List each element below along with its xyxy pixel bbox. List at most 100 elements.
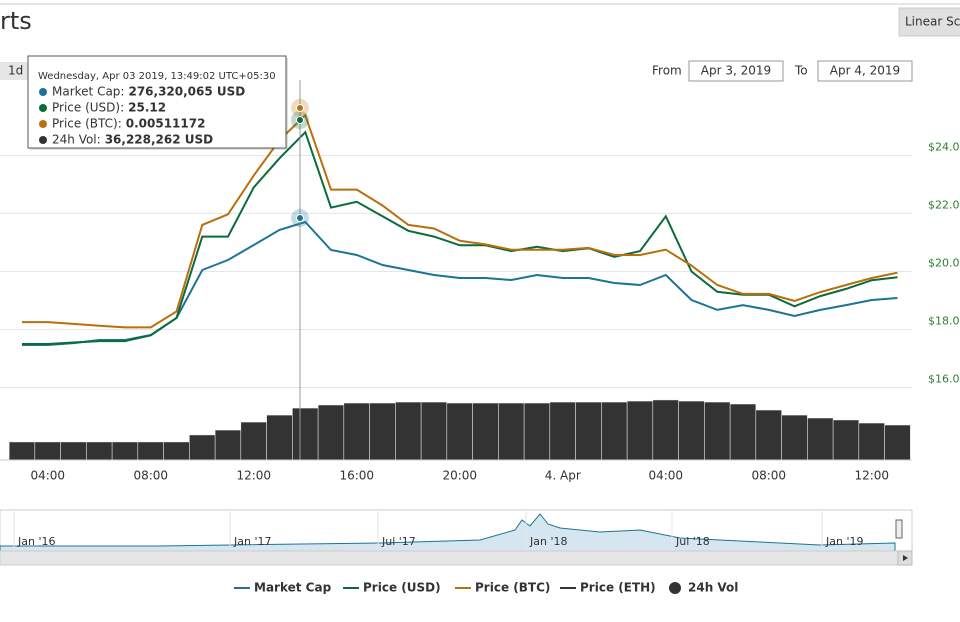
x-tick-label: 16:00 <box>339 469 374 483</box>
tooltip: Wednesday, Apr 03 2019, 13:49:02 UTC+05:… <box>27 55 288 150</box>
volume-bar <box>60 441 87 461</box>
x-tick-label: 12:00 <box>236 469 271 483</box>
volume-bar <box>317 404 345 461</box>
tooltip-label: Price (USD): <box>52 101 124 115</box>
volume-bar <box>420 401 448 461</box>
volume-bar <box>781 414 808 461</box>
from-label: From <box>652 64 682 78</box>
volume-bar <box>163 441 190 461</box>
legend-symbol <box>669 582 681 594</box>
from-input[interactable] <box>688 60 784 82</box>
tooltip-label: 24h Vol: <box>52 133 101 147</box>
volume-bar <box>858 422 885 461</box>
volume-bar <box>8 441 36 461</box>
volume-bar <box>575 401 602 461</box>
tooltip-dot <box>39 120 47 128</box>
volume-bar <box>292 407 319 461</box>
volume-bar <box>472 402 499 461</box>
x-tick-label: 04:00 <box>30 469 65 483</box>
volume-bar <box>601 401 628 461</box>
tooltip-value: 0.00511172 <box>126 117 206 131</box>
volume-bar <box>523 402 551 461</box>
hover-marker <box>296 214 304 222</box>
series-line <box>22 130 898 345</box>
legend: Market Cap Price (USD) Price (BTC) Price (E… <box>234 581 738 595</box>
y-tick-label: $20.0 <box>928 256 960 269</box>
volume-bar <box>549 401 576 461</box>
tooltip-value: 36,228,262 USD <box>105 133 213 147</box>
volume-bar <box>137 441 164 461</box>
hover-marker <box>296 116 304 124</box>
to-input[interactable] <box>817 60 913 82</box>
tooltip-dot <box>39 104 47 112</box>
legend-item[interactable]: Price (USD) <box>363 581 441 595</box>
volume-bar <box>369 402 396 461</box>
navigator-label: Jan '16 <box>17 535 55 548</box>
navigator-series <box>0 513 896 552</box>
volume-bar <box>34 441 61 461</box>
tooltip-label: Price (BTC): <box>52 117 122 131</box>
volume-bar <box>446 402 473 461</box>
plot: $16.0 $18.0 $20.0 $22.0 $24.0 04:00 08:00 12:00… <box>0 80 960 483</box>
volume-bar <box>678 400 705 461</box>
volume-bar <box>240 421 267 461</box>
x-tick-label: 08:00 <box>751 469 786 483</box>
x-tick-label: 12:00 <box>854 469 889 483</box>
range-button[interactable]: 1d <box>8 64 23 78</box>
volume-bar <box>86 441 113 461</box>
range-button-bg <box>0 62 28 80</box>
x-tick-label: 04:00 <box>648 469 683 483</box>
scrollbar[interactable] <box>0 550 913 566</box>
to-label: To <box>794 64 808 78</box>
tooltip-box <box>27 55 287 149</box>
x-tick-label: 4. Apr <box>545 469 581 483</box>
tooltip-dot <box>39 88 47 96</box>
volume-bar <box>807 417 834 461</box>
volume-bar <box>704 401 731 461</box>
legend-item[interactable]: 24h Vol <box>688 581 738 595</box>
scale-button-label[interactable]: Linear Sca <box>905 15 960 29</box>
from-value[interactable]: Apr 3, 2019 <box>701 64 771 78</box>
page-title: rts <box>0 7 32 35</box>
volume-bar <box>266 414 293 461</box>
volume-bar <box>343 402 370 461</box>
x-tick-label: 08:00 <box>133 469 168 483</box>
legend-item[interactable]: Price (ETH) <box>580 581 656 595</box>
y-tick-label: $22.0 <box>928 198 960 211</box>
tooltip-label: Market Cap: <box>52 85 124 99</box>
volume-bar <box>626 400 654 461</box>
legend-item[interactable]: Market Cap <box>254 581 332 595</box>
navigator-handle[interactable] <box>895 519 903 539</box>
to-value[interactable]: Apr 4, 2019 <box>830 64 900 78</box>
scrollbar-arrow <box>903 555 908 561</box>
volume-bar <box>729 403 757 461</box>
volume-bar <box>498 402 525 461</box>
volume-bar <box>189 434 216 461</box>
tooltip-value: 25.12 <box>128 101 166 115</box>
y-tick-label: $24.0 <box>928 140 960 153</box>
navigator-labels: Jan '16 Jan '17 Jul '17 Jan '18 Jul '18 Jan '… <box>13 510 863 551</box>
tooltip-title: Wednesday, Apr 03 2019, 13:49:02 UTC+05:… <box>38 71 276 82</box>
volume-bar <box>884 424 911 461</box>
tooltip-dot <box>39 136 47 144</box>
y-tick-label: $16.0 <box>928 372 960 385</box>
y-tick-label: $18.0 <box>928 314 960 327</box>
volume-bar <box>832 419 860 461</box>
volume-bar <box>214 429 242 461</box>
navigator-label: Jan '18 <box>529 535 567 548</box>
navigator-label: Jan '19 <box>825 535 863 548</box>
volume-bar <box>111 441 139 461</box>
volume-bar <box>755 409 782 461</box>
volume-bar <box>395 401 422 461</box>
series-line <box>22 113 898 329</box>
tooltip-value: 276,320,065 USD <box>128 85 245 99</box>
hover-marker <box>296 104 304 112</box>
navigator-label: Jul '18 <box>675 535 710 548</box>
navigator-label: Jan '17 <box>233 535 271 548</box>
scale-button[interactable] <box>898 7 960 37</box>
volume-bar <box>652 399 679 461</box>
navigator-label: Jul '17 <box>381 535 416 548</box>
legend-item[interactable]: Price (BTC) <box>475 581 550 595</box>
x-tick-label: 20:00 <box>442 469 477 483</box>
